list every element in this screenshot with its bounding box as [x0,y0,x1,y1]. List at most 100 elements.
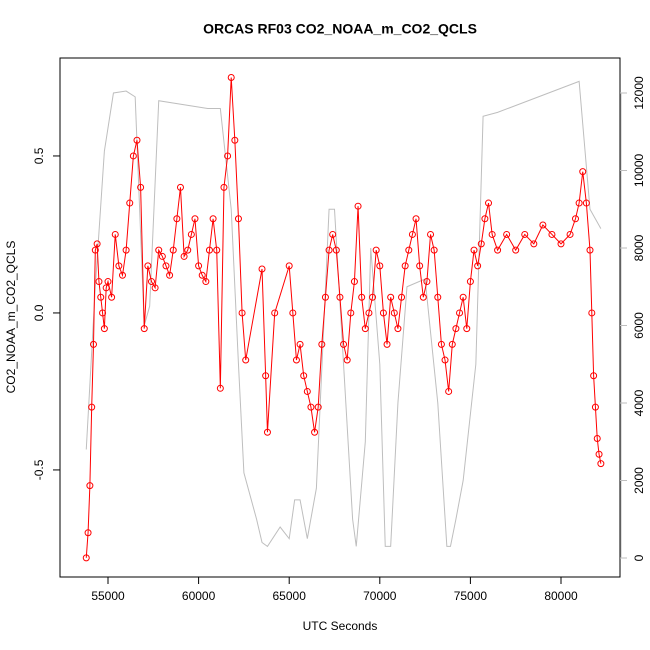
point [372,246,380,254]
point [597,460,605,468]
point [419,293,427,301]
point [340,340,348,348]
point [387,293,395,301]
point [155,246,163,254]
point [99,309,107,317]
point [307,403,315,411]
point [369,293,377,301]
point [158,252,166,260]
y2-tick-label: 4000 [632,389,646,416]
point [459,293,467,301]
point [129,152,137,160]
point [184,246,192,254]
point [97,293,105,301]
point [238,309,246,317]
point [350,278,358,286]
point [336,293,344,301]
point [198,271,206,279]
point [485,199,493,207]
point [579,168,587,176]
point [521,230,529,238]
point [140,325,148,333]
point [329,230,337,238]
point [231,136,239,144]
point [325,246,333,254]
point [285,262,293,270]
point [220,183,228,191]
point [102,284,110,292]
x-tick-label: 55000 [91,589,125,603]
y2-tick-label: 2000 [632,467,646,494]
series-line [85,77,602,558]
point [209,215,217,223]
y2-axis: 0 2000 4000 6000 8000 10000 12000 [620,76,646,561]
point [258,265,266,273]
x-tick-label: 60000 [182,589,216,603]
point [187,230,195,238]
point [318,340,326,348]
point [303,387,311,395]
point [166,271,174,279]
point [95,278,103,286]
point [91,246,99,254]
point [437,340,445,348]
point [86,482,94,490]
point [126,199,134,207]
point [575,199,583,207]
point [423,278,431,286]
x-tick-label: 65000 [273,589,307,603]
point [104,278,112,286]
point [530,240,538,248]
point [593,435,601,443]
point [427,230,435,238]
x-tick-label: 75000 [454,589,488,603]
point [151,284,159,292]
point [122,246,130,254]
point [133,136,141,144]
point [390,309,398,317]
point [88,403,96,411]
point [383,340,391,348]
point [292,356,300,364]
x-tick-label: 80000 [544,589,578,603]
point [144,262,152,270]
series-line [85,80,602,548]
plot-frame [59,57,621,578]
point [398,293,406,301]
point [463,325,471,333]
point [93,240,101,248]
point [118,271,126,279]
point [213,246,221,254]
point [405,246,413,254]
point [271,309,279,317]
point [147,278,155,286]
point [470,246,478,254]
point [176,183,184,191]
point [571,215,579,223]
point [82,554,90,562]
point [224,152,232,160]
point [466,278,474,286]
point [379,309,387,317]
point [590,372,598,380]
point [566,230,574,238]
point [481,215,489,223]
point [401,262,409,270]
point [477,240,485,248]
point [456,309,464,317]
point [347,309,355,317]
point [548,230,556,238]
point [84,529,92,537]
point [588,309,596,317]
point [180,252,188,260]
point [195,262,203,270]
point [488,230,496,238]
point [394,325,402,333]
point [582,199,590,207]
point [100,325,108,333]
y-tick-label: 0.5 [32,147,46,164]
point [111,230,119,238]
point [191,215,199,223]
